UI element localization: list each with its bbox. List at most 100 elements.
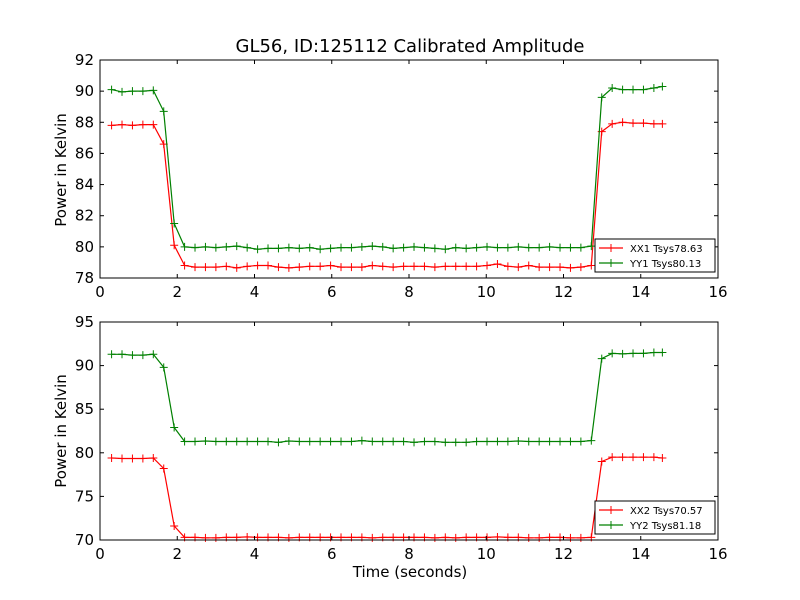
top-series-1-point — [128, 121, 137, 130]
top-y-tick-label: 84 — [75, 176, 94, 194]
top-series-2-point — [597, 93, 606, 102]
top-series-1-point — [410, 262, 419, 271]
top-series-2-point — [337, 243, 346, 252]
bottom-series-1-point — [170, 522, 179, 531]
top-series-2-point — [211, 243, 220, 252]
top-series-1-point — [295, 263, 304, 272]
top-series-1-point — [211, 263, 220, 272]
top-series-2-point — [316, 245, 325, 254]
top-series-2-point — [378, 242, 387, 251]
top-series-1-point — [472, 262, 481, 271]
top-series-1-point — [535, 263, 544, 272]
bottom-x-tick-label: 8 — [404, 545, 414, 563]
top-series-1-point — [451, 262, 460, 271]
bottom-series-2-point — [284, 437, 293, 446]
top-series-1-point — [399, 262, 408, 271]
top-series-1-point — [493, 259, 502, 268]
bottom-series-2-point — [399, 437, 408, 446]
top-x-tick-label: 0 — [95, 283, 105, 301]
top-series-1-point — [658, 119, 667, 128]
top-series-1-point — [566, 263, 575, 272]
bottom-legend: XX2 Tsys70.57 YY2 Tsys81.18 — [594, 500, 716, 535]
top-series-2-point — [639, 85, 648, 94]
bottom-series-1-point — [138, 454, 147, 463]
top-series-2-point — [191, 243, 200, 252]
top-x-tick-label: 16 — [708, 283, 727, 301]
top-series-2-point — [159, 107, 168, 116]
top-series-1-point — [556, 263, 565, 272]
bottom-series-2-point — [368, 437, 377, 446]
bottom-series-2-point — [639, 349, 648, 358]
bottom-x-tick-label: 4 — [250, 545, 260, 563]
chart-title: GL56, ID:125112 Calibrated Amplitude — [236, 36, 585, 57]
bottom-series-2-point — [420, 437, 429, 446]
top-series-2-point — [201, 242, 210, 251]
bottom-series-1-point — [618, 453, 627, 462]
top-series-2-point — [483, 242, 492, 251]
bottom-series-2-point — [535, 437, 544, 446]
top-x-tick-label: 14 — [631, 283, 650, 301]
top-series-2-point — [232, 242, 241, 251]
bottom-series-2-point — [295, 437, 304, 446]
top-series-1-point — [462, 262, 471, 271]
top-series-2-point — [326, 244, 335, 253]
bottom-x-tick-label: 16 — [708, 545, 727, 563]
top-series-1-point — [524, 261, 533, 270]
bottom-series-2-point — [170, 423, 179, 432]
top-series-1-point — [587, 261, 596, 270]
bottom-plot-area: 0 2 4 6 8 10 12 14 16 70 75 80 85 90 95 XX2 Tsys70.57 YY… — [75, 313, 728, 563]
bottom-series-1-point — [118, 454, 127, 463]
top-series-2-point — [357, 242, 366, 251]
bottom-series-2-point — [232, 437, 241, 446]
top-series-2-point — [170, 219, 179, 228]
top-series-1-point — [368, 261, 377, 270]
top-series-1-point — [378, 262, 387, 271]
top-series-1-point — [201, 263, 210, 272]
top-series-2-point — [658, 82, 667, 91]
top-x-tick-label: 2 — [172, 283, 182, 301]
bottom-series-2-point — [514, 437, 523, 446]
top-y-tick-label: 92 — [75, 51, 94, 69]
bottom-series-2-point — [658, 348, 667, 357]
bottom-y-tick-label: 75 — [75, 487, 94, 505]
bottom-series-1-point — [639, 453, 648, 462]
top-series-1-point — [326, 261, 335, 270]
top-series-2-point — [493, 243, 502, 252]
bottom-y-axis-label: Power in Kelvin — [52, 374, 70, 488]
top-series-2-point — [389, 244, 398, 253]
top-series-2-point — [441, 245, 450, 254]
bottom-x-tick-label: 0 — [95, 545, 105, 563]
bottom-series-1-point — [597, 457, 606, 466]
bottom-series-2-point — [118, 350, 127, 359]
top-series-1-point — [483, 261, 492, 270]
top-series-1-point — [441, 262, 450, 271]
top-legend: XX1 Tsys78.63 YY1 Tsys80.13 — [594, 238, 716, 273]
top-series-1-point — [357, 263, 366, 272]
top-legend-label: XX1 Tsys78.63 — [630, 244, 703, 255]
bottom-series-2-point — [222, 437, 231, 446]
bottom-series-2-point — [159, 363, 168, 372]
bottom-series-1-point — [149, 454, 158, 463]
bottom-legend-marker — [607, 521, 615, 529]
top-series-2-point — [149, 86, 158, 95]
top-series-2-point — [576, 243, 585, 252]
top-x-tick-label: 4 — [250, 283, 260, 301]
top-x-tick-label: 12 — [554, 283, 573, 301]
top-series-2-point — [535, 243, 544, 252]
bottom-series-2-point — [629, 349, 638, 358]
top-series-2-point — [107, 85, 116, 94]
top-x-tick-label: 10 — [477, 283, 496, 301]
bottom-series-2-point — [493, 437, 502, 446]
bottom-series-2-point — [378, 437, 387, 446]
bottom-series-1-point — [107, 454, 116, 463]
bottom-series-2-point — [253, 437, 262, 446]
top-series-2-point — [222, 242, 231, 251]
top-y-tick-label: 82 — [75, 207, 94, 225]
bottom-series-2-point — [451, 438, 460, 447]
bottom-series-2-point — [149, 350, 158, 359]
bottom-series-2-point — [608, 349, 617, 358]
top-series-1-point — [191, 263, 200, 272]
top-series-1-point — [284, 263, 293, 272]
bottom-series-2-point — [649, 348, 658, 357]
top-y-axis-label: Power in Kelvin — [52, 113, 70, 227]
